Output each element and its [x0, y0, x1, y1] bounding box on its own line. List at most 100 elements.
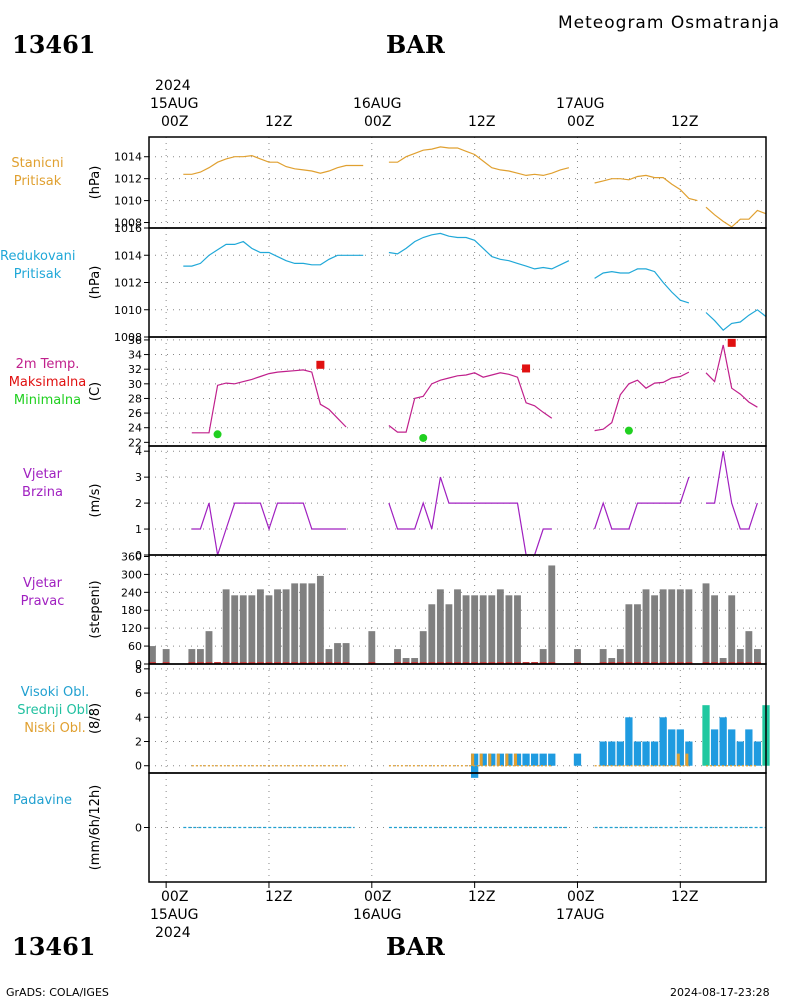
wind-direction-base: [419, 662, 427, 664]
cloud-high-bar: [488, 753, 496, 766]
cloud-low-bar: [685, 753, 689, 766]
wind-direction-bar: [256, 589, 264, 664]
wind-direction-bar: [188, 649, 196, 664]
wind-direction-bar: [634, 604, 641, 664]
cloud-low-bar: [676, 753, 680, 766]
station-pressure-line: [388, 146, 570, 177]
cloud-high-bar: [548, 753, 556, 766]
wind-direction-bar: [514, 595, 521, 664]
wind-direction-bar: [282, 589, 290, 664]
place-name-bottom: BAR: [386, 932, 445, 961]
wind-direction-base: [685, 662, 693, 664]
tmax-marker: [316, 360, 325, 369]
wind-direction-bar: [342, 643, 350, 664]
wind-direction-bar: [149, 646, 156, 664]
wind-direction-base: [342, 662, 350, 664]
wind-direction-bar: [162, 649, 170, 664]
bottom-tick-2: 12Z: [265, 889, 293, 905]
cloud-high-bar: [470, 753, 479, 766]
cloud-high-bar: [676, 729, 684, 766]
y-tick-label: 24: [128, 422, 142, 435]
wind-direction-bar: [608, 658, 616, 664]
wind-direction-base: [488, 662, 496, 664]
wind-direction-bar: [368, 631, 376, 664]
wind-direction-base: [702, 662, 710, 664]
cloud-high-bar: [625, 717, 633, 766]
wind-direction-bar: [205, 631, 213, 664]
bottom-year: 2024: [155, 925, 191, 941]
tmax-marker: [727, 338, 736, 347]
temperature-line: [388, 372, 553, 433]
station-pressure-line: [594, 174, 698, 202]
wind-direction-bar: [719, 658, 727, 664]
wind-direction-bar: [299, 583, 307, 664]
y-tick-label: 240: [121, 586, 142, 599]
wind-direction-base: [522, 662, 530, 664]
wind-direction-bar: [222, 589, 230, 664]
cloud-low-bar: [471, 753, 475, 766]
wind-direction-bar: [745, 631, 753, 664]
tmin-marker: [213, 430, 222, 439]
wind-direction-bar: [231, 595, 239, 664]
label-line: Maksimalna: [8, 375, 87, 390]
top-tick-6: 12Z: [671, 114, 699, 130]
wind-direction-base: [514, 662, 521, 664]
bottom-day-3: 17AUG: [556, 907, 605, 923]
wind-direction-base: [539, 662, 547, 664]
reduced-pressure-line: [183, 240, 364, 267]
wind-speed-line: [191, 502, 347, 556]
y-tick-label: 1012: [114, 173, 142, 186]
wind-direction-base: [188, 662, 196, 664]
panel-frame: [148, 445, 767, 556]
panel-frame: [148, 772, 767, 883]
label-line: Pravac: [20, 594, 65, 609]
wind-direction-base: [736, 662, 744, 664]
wind-direction-base: [574, 662, 581, 664]
top-year: 2024: [155, 78, 191, 94]
reduced-pressure-line: [388, 232, 570, 270]
y-unit-label: (mm/6h/12h): [88, 785, 103, 871]
top-tick-4: 12Z: [468, 114, 496, 130]
wind-direction-bar: [454, 589, 461, 664]
wind-direction-base: [659, 662, 667, 664]
label-line: Niski Obl.: [24, 721, 86, 736]
wind-direction-base: [368, 662, 376, 664]
top-day-3: 17AUG: [556, 96, 605, 112]
panel-frame: [148, 136, 767, 229]
bottom-day-2: 16AUG: [353, 907, 402, 923]
wind-direction-base: [505, 662, 513, 664]
y-unit-label: (stepeni): [88, 580, 103, 638]
wind-direction-bar: [265, 595, 273, 664]
wind-direction-base: [676, 662, 684, 664]
wind-speed-line: [594, 476, 690, 530]
y-tick-label: 6: [135, 687, 142, 700]
y-tick-label: 26: [128, 407, 142, 420]
y-unit-label: (C): [88, 382, 103, 401]
top-tick-2: 12Z: [265, 114, 293, 130]
y-unit-label: (8/8): [88, 703, 103, 734]
top-tick-3: 00Z: [364, 114, 392, 130]
y-unit-label: (m/s): [88, 484, 103, 518]
y-tick-label: 300: [121, 568, 142, 581]
cloud-high-bar: [633, 741, 642, 766]
panel-label-reduced-pressure: Redukovani Pritisak: [0, 248, 75, 284]
cloud-high-bar: [505, 753, 513, 766]
wind-direction-bar: [471, 595, 479, 664]
wind-direction-bar: [394, 649, 401, 664]
panel-label-precipitation: Padavine: [0, 792, 85, 810]
label-line: Vjetar: [23, 576, 62, 591]
wind-direction-base: [616, 662, 624, 664]
wind-direction-bar: [325, 649, 333, 664]
wind-direction-base: [436, 662, 444, 664]
wind-direction-bar: [685, 589, 693, 664]
wind-direction-bar: [308, 583, 316, 664]
y-tick-label: 28: [128, 392, 142, 405]
tmax-marker: [522, 364, 531, 373]
bottom-tick-6: 12Z: [671, 889, 699, 905]
place-name-top: BAR: [386, 30, 445, 59]
station-id-bottom: 13461: [12, 932, 96, 961]
cloud-high-bar: [753, 741, 762, 766]
wind-direction-base: [231, 662, 239, 664]
y-tick-label: 1010: [114, 304, 142, 317]
